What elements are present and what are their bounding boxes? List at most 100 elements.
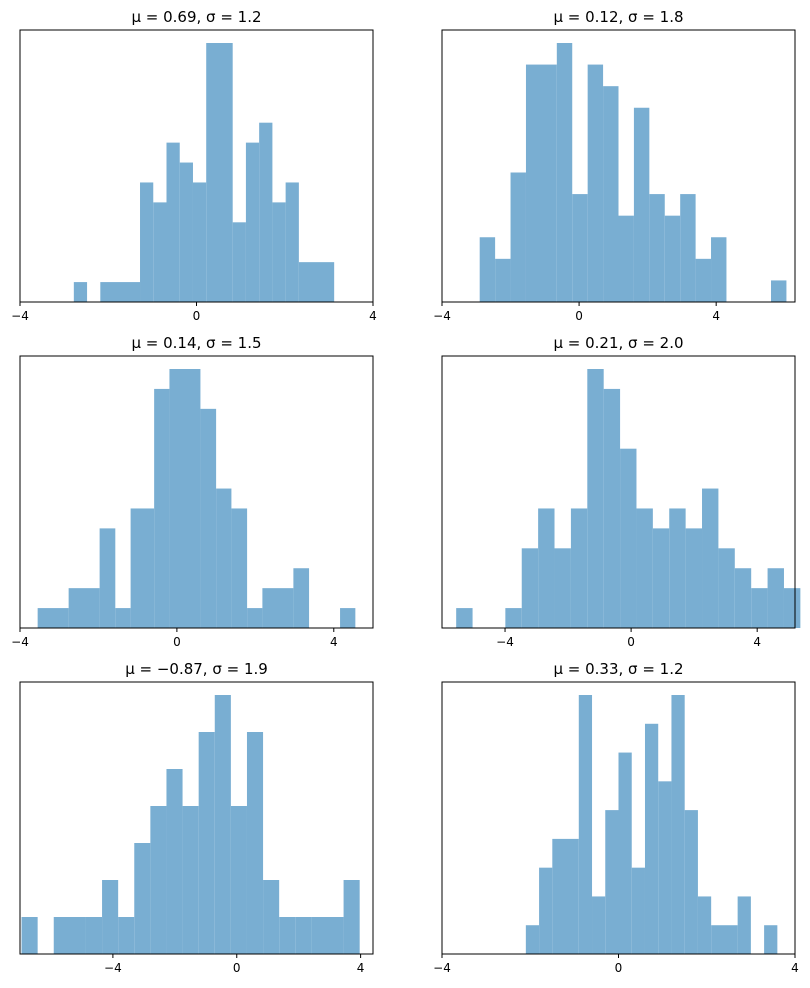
- histogram-bar: [456, 608, 473, 628]
- histogram-bar: [631, 867, 645, 954]
- histogram-bar: [68, 588, 100, 628]
- x-tick-label: 4: [357, 961, 365, 975]
- histogram-bar: [603, 86, 619, 302]
- histogram-bar: [73, 282, 88, 302]
- subplot-1: μ = 0.69, σ = 1.2 −4 0 4: [11, 8, 377, 323]
- axes-frame: [19, 355, 374, 629]
- histogram-bar: [295, 917, 312, 954]
- x-tick-label: 4: [753, 635, 761, 649]
- histogram-bar: [232, 222, 246, 302]
- histogram-bar: [259, 122, 273, 302]
- histogram-bar: [169, 369, 201, 628]
- x-tick-label: 0: [233, 961, 241, 975]
- histogram-bar: [206, 43, 233, 302]
- axes-frame: [441, 29, 796, 303]
- histogram-bar: [737, 896, 751, 954]
- histogram-bar: [572, 194, 588, 302]
- histogram-bar: [214, 695, 231, 954]
- x-tick-label: −4: [433, 961, 451, 975]
- histogram-bar: [216, 488, 232, 628]
- subplot-title: μ = 0.14, σ = 1.5: [131, 334, 261, 352]
- histogram-bar: [734, 568, 752, 628]
- subplot-title: μ = 0.21, σ = 2.0: [553, 334, 683, 352]
- histogram-bar: [99, 528, 116, 628]
- x-tick-label: −4: [496, 635, 514, 649]
- histogram-bar: [636, 508, 653, 628]
- subplot-title: μ = −0.87, σ = 1.9: [125, 660, 268, 678]
- subplot-3: μ = 0.14, σ = 1.5 −4 0 4: [11, 334, 374, 649]
- histogram-bar: [510, 172, 526, 302]
- histogram-bar: [262, 588, 294, 628]
- histogram-bar: [552, 838, 579, 954]
- x-tick-label: 0: [173, 635, 181, 649]
- histogram-bar: [245, 142, 260, 302]
- histogram-bar: [134, 843, 151, 954]
- histogram-bar: [751, 588, 768, 628]
- histogram-bar: [702, 488, 719, 628]
- histogram-bar: [605, 810, 619, 954]
- subplot-2: μ = 0.12, σ = 1.8 −4 0 4: [433, 8, 796, 323]
- histogram-bar: [115, 608, 131, 628]
- histogram-bar: [272, 202, 286, 302]
- subplot-title: μ = 0.12, σ = 1.8: [553, 8, 683, 26]
- histogram-bar: [669, 508, 686, 628]
- histogram-bar: [554, 548, 571, 628]
- histogram-bar: [587, 369, 604, 628]
- histogram-bar: [247, 608, 263, 628]
- histogram-bar: [182, 806, 199, 954]
- histogram-bar: [658, 781, 672, 954]
- histogram-bar: [263, 880, 280, 954]
- histogram-bar: [718, 548, 735, 628]
- histogram-bar: [603, 388, 621, 628]
- histogram-bar: [118, 917, 135, 954]
- histogram-bar: [711, 237, 727, 302]
- x-tick-label: 0: [615, 961, 623, 975]
- histogram-bar: [539, 867, 553, 954]
- histogram-bar: [479, 237, 496, 302]
- subplot-title: μ = 0.69, σ = 1.2: [131, 8, 261, 26]
- histogram-bar: [764, 925, 778, 954]
- histogram-bar: [570, 508, 588, 628]
- histogram-bar: [525, 64, 557, 302]
- histogram-bar: [592, 896, 606, 954]
- histogram-bar: [578, 695, 593, 954]
- histogram-bar: [771, 280, 787, 302]
- histogram-bar: [21, 917, 38, 954]
- histogram-bar: [154, 388, 170, 628]
- histogram-bar: [664, 215, 681, 302]
- histogram-bar: [285, 182, 299, 302]
- histogram-bar: [102, 880, 119, 954]
- histogram-bar: [652, 528, 670, 628]
- histogram-bar: [231, 508, 248, 628]
- x-tick-label: −4: [104, 961, 122, 975]
- histogram-bar: [711, 925, 738, 954]
- histogram-bar: [166, 142, 180, 302]
- x-tick-label: 4: [330, 635, 338, 649]
- subplot-5: μ = −0.87, σ = 1.9 −4 0 4: [19, 660, 374, 975]
- x-tick-label: 0: [193, 309, 201, 323]
- histogram-bar: [279, 917, 296, 954]
- histogram-bar: [697, 896, 712, 954]
- axes-frame: [19, 681, 374, 955]
- histogram-bar: [200, 408, 217, 628]
- histogram-bar: [644, 723, 659, 954]
- histogram-bar: [505, 608, 522, 628]
- histogram-bar: [587, 64, 604, 302]
- histogram-bar: [340, 608, 356, 628]
- histogram-bar: [783, 588, 801, 628]
- histogram-bar: [618, 215, 634, 302]
- histogram-bar: [153, 202, 167, 302]
- histogram-bar: [85, 917, 103, 954]
- histogram-bar: [685, 528, 703, 628]
- histogram-bar: [556, 43, 573, 302]
- subplot-6: μ = 0.33, σ = 1.2 −4 0 4: [433, 660, 799, 975]
- histogram-bar: [671, 695, 685, 954]
- x-tick-label: −4: [11, 309, 29, 323]
- histogram-bar: [620, 448, 637, 628]
- histogram-bar: [495, 258, 511, 302]
- histogram-bar: [130, 508, 155, 628]
- histogram-bar: [767, 568, 784, 628]
- histogram-bar: [140, 182, 154, 302]
- histogram-bar: [538, 508, 555, 628]
